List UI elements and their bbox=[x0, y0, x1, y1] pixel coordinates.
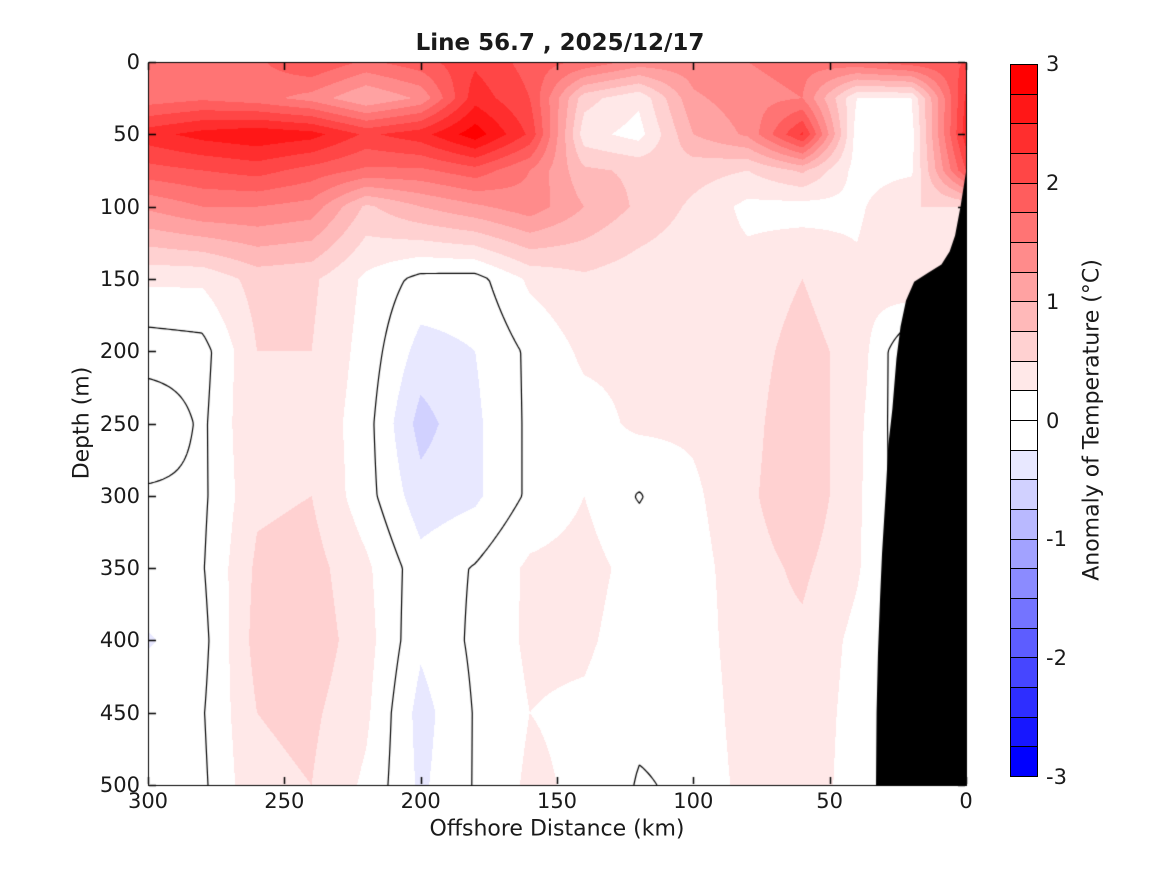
y-tick-label: 0 bbox=[126, 50, 140, 74]
colorbar-segment bbox=[1011, 658, 1037, 689]
y-tick-label: 350 bbox=[99, 556, 140, 581]
colorbar-label: Anomaly of Temperature (°C) bbox=[1079, 259, 1105, 581]
colorbar-segment bbox=[1011, 717, 1037, 748]
colorbar-segment bbox=[1011, 747, 1037, 777]
y-tick-label: 150 bbox=[99, 266, 140, 291]
colorbar-segment bbox=[1011, 688, 1037, 718]
colorbar-segment bbox=[1011, 65, 1037, 95]
y-tick-label: 450 bbox=[99, 700, 140, 725]
colorbar-tick-label: 2 bbox=[1046, 170, 1060, 195]
colorbar-segment bbox=[1011, 391, 1037, 422]
colorbar-segment bbox=[1011, 628, 1037, 659]
x-tick-label: 100 bbox=[673, 789, 714, 813]
colorbar-segment bbox=[1011, 272, 1037, 303]
colorbar-segment bbox=[1011, 243, 1037, 273]
colorbar-segment bbox=[1011, 480, 1037, 511]
colorbar-tick-label: 0 bbox=[1046, 408, 1060, 433]
colorbar-segment bbox=[1011, 154, 1037, 184]
y-tick-label: 300 bbox=[99, 483, 140, 508]
y-tick-label: 400 bbox=[99, 628, 140, 653]
colorbar-tick-label: 1 bbox=[1046, 289, 1060, 314]
colorbar-segment bbox=[1011, 124, 1037, 155]
colorbar-segment bbox=[1011, 569, 1037, 600]
y-tick-label: 50 bbox=[113, 122, 140, 147]
colorbar-tick-label: -2 bbox=[1046, 646, 1067, 671]
x-tick-label: 0 bbox=[959, 789, 973, 813]
x-tick-label: 150 bbox=[536, 789, 578, 813]
colorbar-segment bbox=[1011, 213, 1037, 244]
y-axis-label: Depth (m) bbox=[69, 366, 95, 480]
x-tick-label: 50 bbox=[816, 789, 844, 813]
x-tick-label: 300 bbox=[127, 789, 169, 813]
colorbar-segment bbox=[1011, 94, 1037, 125]
colorbar-segment bbox=[1011, 302, 1037, 333]
colorbar-segment bbox=[1011, 539, 1037, 570]
colorbar-segment bbox=[1011, 421, 1037, 451]
colorbar-segment bbox=[1011, 510, 1037, 540]
y-tick-label: 250 bbox=[99, 411, 140, 436]
colorbar bbox=[1010, 64, 1038, 777]
x-axis-label: Offshore Distance (km) bbox=[429, 816, 685, 842]
y-tick-label: 100 bbox=[99, 194, 140, 219]
colorbar-tick-label: 3 bbox=[1046, 52, 1060, 76]
x-tick-label: 200 bbox=[400, 789, 441, 813]
colorbar-segment bbox=[1011, 599, 1037, 629]
colorbar-segment bbox=[1011, 361, 1037, 392]
y-tick-label: 200 bbox=[99, 339, 140, 364]
y-tick-label: 500 bbox=[99, 773, 140, 797]
colorbar-tick-label: -1 bbox=[1046, 527, 1067, 552]
colorbar-segment bbox=[1011, 332, 1037, 362]
colorbar-segment bbox=[1011, 450, 1037, 481]
x-tick-label: 250 bbox=[264, 789, 305, 813]
plot-title: Line 56.7 , 2025/12/17 bbox=[415, 30, 705, 56]
colorbar-segment bbox=[1011, 183, 1037, 214]
colorbar-tick-label: -3 bbox=[1046, 765, 1067, 789]
